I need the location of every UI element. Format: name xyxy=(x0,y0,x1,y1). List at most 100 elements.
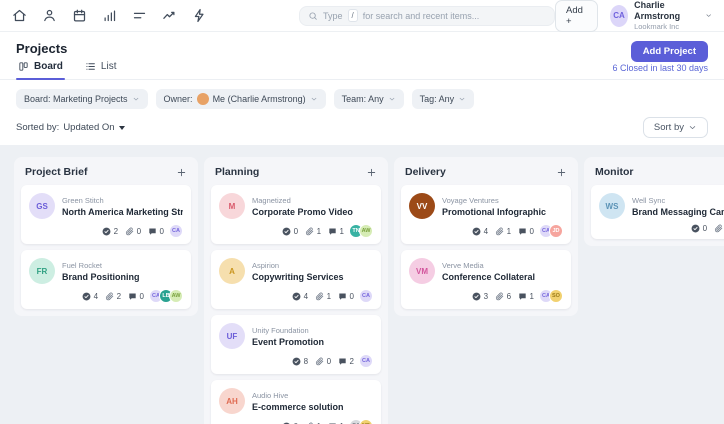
tab-board[interactable]: Board xyxy=(16,56,65,80)
column-header: Monitor xyxy=(584,157,724,185)
owner-avatar xyxy=(196,93,209,105)
card-stats: 4 2 0 CA LB AW xyxy=(29,289,183,303)
attachments-stat: 1 xyxy=(305,227,321,236)
company-name: Unity Foundation xyxy=(252,325,309,335)
card-top: GS Green Stitch North America Marketing St… xyxy=(29,193,183,219)
sort-by-button[interactable]: Sort by xyxy=(642,117,708,138)
project-card[interactable]: FR Fuel Rocket Brand Positioning 4 2 0 CA LB AW xyxy=(21,250,191,309)
paperclip-icon xyxy=(714,224,723,233)
member-avatar: SO xyxy=(549,289,563,303)
lightning-icon[interactable] xyxy=(192,8,207,23)
add-project-button[interactable]: Add Project xyxy=(630,41,708,62)
paperclip-icon xyxy=(305,422,314,424)
user-icon[interactable] xyxy=(42,8,57,23)
attachments-count: 2 xyxy=(116,291,122,301)
tasks-count: 3 xyxy=(483,291,489,301)
closed-projects-link[interactable]: 6 Closed in last 30 days xyxy=(612,63,708,73)
filter-chip-0[interactable]: Board: Marketing Projects xyxy=(16,89,148,109)
card-top: VM Verve Media Conference Collateral xyxy=(409,258,563,284)
card-stats: 0 1 1 CANB xyxy=(219,419,373,424)
add-card-button[interactable] xyxy=(556,167,567,178)
card-top: M Magnetized Corporate Promo Video xyxy=(219,193,373,219)
user-menu[interactable]: CA Charlie Armstrong Lookmark Inc xyxy=(610,0,712,31)
tasks-count: 4 xyxy=(483,226,489,236)
column-cards: GS Green Stitch North America Marketing St… xyxy=(14,185,198,316)
filter-chip-1[interactable]: Owner: Me (Charlie Armstrong) xyxy=(155,89,326,109)
attachments-count: 1 xyxy=(506,226,512,236)
chevron-down-icon xyxy=(388,95,396,103)
sort-bar: Sorted by: Updated On Sort by xyxy=(0,109,724,145)
tasks-stat: 0 xyxy=(691,224,707,233)
tasks-count: 4 xyxy=(303,291,309,301)
company-name: Magnetized xyxy=(252,195,291,205)
page-header: Projects Add Project xyxy=(0,32,724,62)
tasks-stat: 4 xyxy=(472,227,488,236)
company-name: Green Stitch xyxy=(62,195,104,205)
tab-list[interactable]: List xyxy=(83,56,119,79)
paperclip-icon xyxy=(125,227,134,236)
home-icon[interactable] xyxy=(12,8,27,23)
comments-stat: 0 xyxy=(338,292,354,301)
tasks-count: 4 xyxy=(93,291,99,301)
comments-count: 1 xyxy=(340,422,344,424)
sort-by-label: Sort by xyxy=(653,122,684,133)
project-card[interactable]: VV Voyage Ventures Promotional Infographic… xyxy=(401,185,571,244)
tasks-count: 8 xyxy=(303,356,309,366)
filter-chip-3[interactable]: Tag: Any xyxy=(411,89,475,109)
company-name: Fuel Rocket xyxy=(62,260,103,270)
filter-chip-2[interactable]: Team: Any xyxy=(333,89,404,109)
chevron-down-icon xyxy=(310,95,318,103)
filter-chip-label: Team: Any xyxy=(341,94,384,104)
attachments-stat: 1 xyxy=(305,422,321,424)
member-avatars: CA SO xyxy=(539,289,563,303)
column-cards: VV Voyage Ventures Promotional Infographic… xyxy=(394,185,578,316)
project-card[interactable]: VM Verve Media Conference Collateral 3 6 1 CA S… xyxy=(401,250,571,309)
comment-icon xyxy=(338,357,347,366)
comments-stat: 2 xyxy=(338,357,354,366)
filter-chip-label: Owner: xyxy=(163,94,193,104)
column-project-brief: Project Brief GS Green Stitch North America… xyxy=(14,157,198,316)
project-card[interactable]: A Aspirion Copywriting Services 4 1 0 CA xyxy=(211,250,381,309)
filter-lines-icon[interactable] xyxy=(132,8,147,23)
company-avatar: WS xyxy=(599,193,625,219)
column-title: Delivery xyxy=(405,166,446,178)
sorted-by-control[interactable]: Sorted by: Updated On xyxy=(16,122,125,133)
tab-label: Board xyxy=(34,61,63,72)
add-card-button[interactable] xyxy=(176,167,187,178)
search-prefix: Type xyxy=(323,10,343,21)
project-title: Copywriting Services xyxy=(252,271,344,282)
card-text: Fuel Rocket Brand Positioning xyxy=(62,261,140,282)
paperclip-icon xyxy=(315,292,324,301)
add-card-button[interactable] xyxy=(366,167,377,178)
search-input[interactable]: Type / for search and recent items... xyxy=(299,5,555,26)
card-stats: 000 xyxy=(599,224,724,233)
calendar-icon[interactable] xyxy=(72,8,87,23)
comment-icon xyxy=(128,292,137,301)
company-avatar: VM xyxy=(409,258,435,284)
member-avatar: CA xyxy=(359,354,373,368)
column-title: Planning xyxy=(215,166,260,178)
company-avatar: FR xyxy=(29,258,55,284)
bar-chart-icon[interactable] xyxy=(102,8,117,23)
user-org: Lookmark Inc xyxy=(634,22,680,32)
project-card[interactable]: UF Unity Foundation Event Promotion 8 0 2 CA xyxy=(211,315,381,374)
trend-line-icon[interactable] xyxy=(162,8,177,23)
card-top: A Aspirion Copywriting Services xyxy=(219,258,373,284)
sorted-by-label: Sorted by: xyxy=(16,122,60,133)
paperclip-icon xyxy=(105,292,114,301)
card-text: Unity Foundation Event Promotion xyxy=(252,326,324,347)
project-card[interactable]: M Magnetized Corporate Promo Video 0 1 1 TN AW xyxy=(211,185,381,244)
add-button[interactable]: Add + xyxy=(555,0,599,32)
view-tabs: Board List xyxy=(16,56,119,80)
project-card[interactable]: GS Green Stitch North America Marketing St… xyxy=(21,185,191,244)
card-stats: 2 0 0 CA xyxy=(29,224,183,238)
project-title: North America Marketing Strategy xyxy=(62,206,183,217)
card-text: Voyage Ventures Promotional Infographic xyxy=(442,196,546,217)
comments-stat: 1 xyxy=(518,292,534,301)
card-text: Magnetized Corporate Promo Video xyxy=(252,196,353,217)
attachments-count: 0 xyxy=(326,356,332,366)
